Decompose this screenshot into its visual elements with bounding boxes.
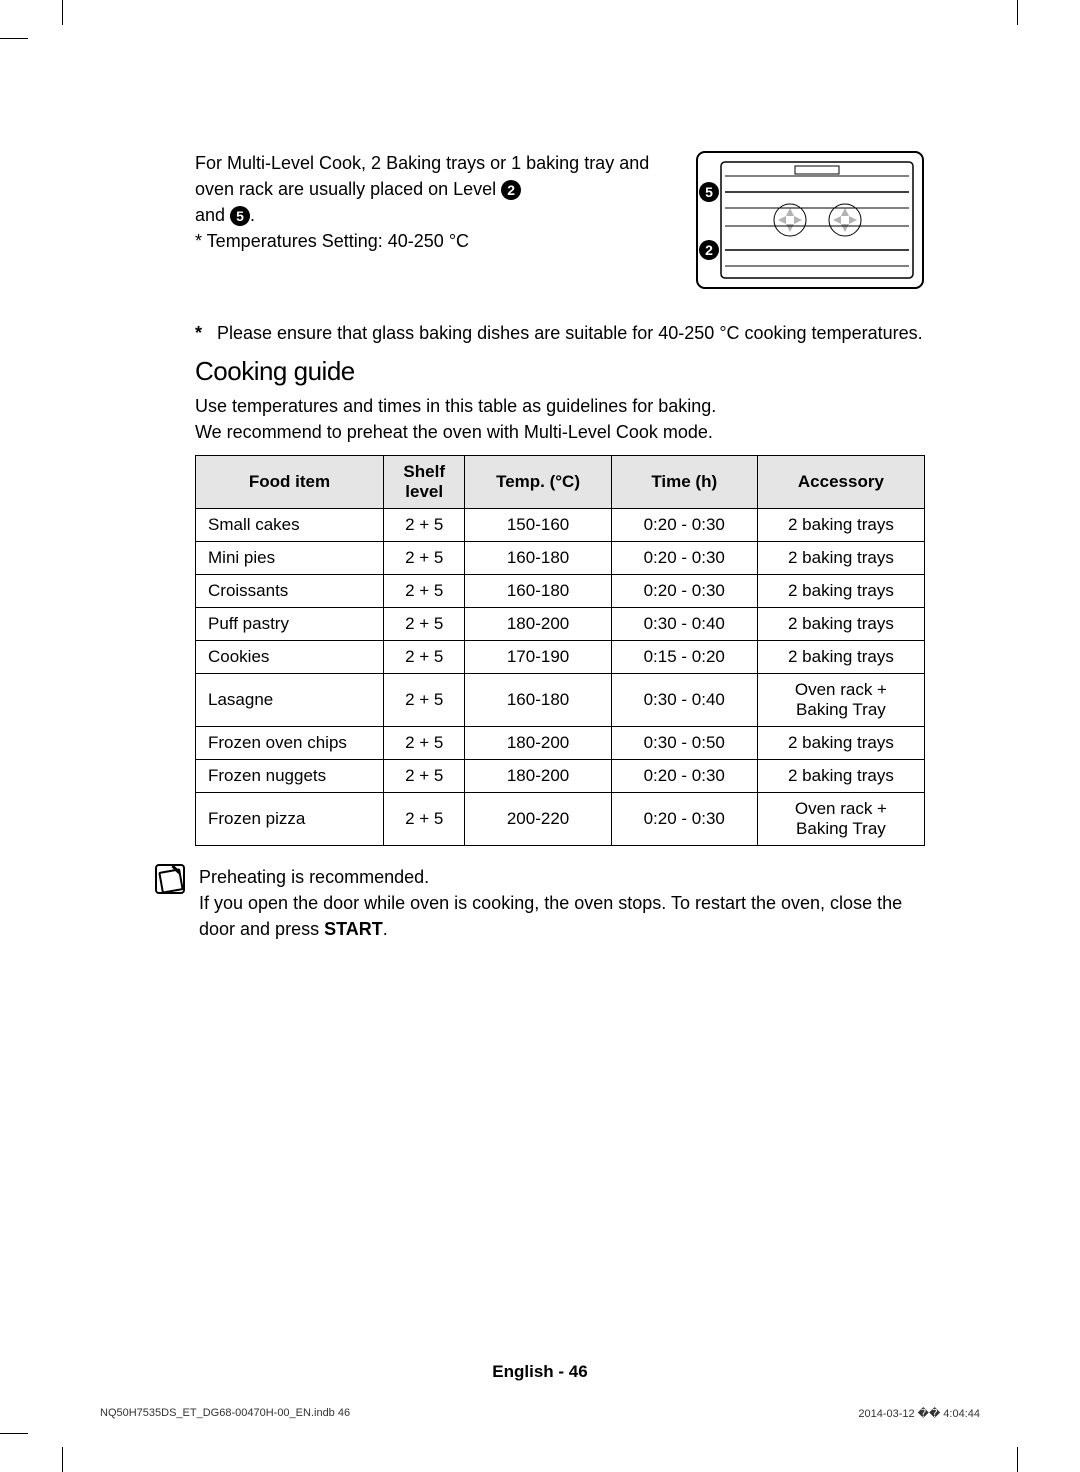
cell-shelf: 2 + 5 bbox=[383, 641, 464, 674]
cooking-guide-body: Use temperatures and times in this table… bbox=[195, 393, 925, 445]
level-5-badge: 5 bbox=[230, 206, 250, 226]
table-row: Cookies2 + 5170-1900:15 - 0:202 baking t… bbox=[196, 641, 925, 674]
cell-temp: 160-180 bbox=[465, 674, 611, 727]
note-text: Preheating is recommended. If you open t… bbox=[199, 864, 925, 942]
table-row: Frozen oven chips2 + 5180-2000:30 - 0:50… bbox=[196, 727, 925, 760]
table-row: Small cakes2 + 5150-1600:20 - 0:302 baki… bbox=[196, 509, 925, 542]
cell-temp: 180-200 bbox=[465, 608, 611, 641]
body-line1: Use temperatures and times in this table… bbox=[195, 396, 716, 416]
cell-shelf: 2 + 5 bbox=[383, 727, 464, 760]
cell-food: Puff pastry bbox=[196, 608, 384, 641]
note-line2-prefix: If you open the door while oven is cooki… bbox=[199, 893, 902, 939]
cell-time: 0:20 - 0:30 bbox=[611, 509, 757, 542]
cell-food: Mini pies bbox=[196, 542, 384, 575]
table-row: Mini pies2 + 5160-1800:20 - 0:302 baking… bbox=[196, 542, 925, 575]
cell-temp: 180-200 bbox=[465, 727, 611, 760]
table-row: Frozen nuggets2 + 5180-2000:20 - 0:302 b… bbox=[196, 760, 925, 793]
cell-time: 0:30 - 0:50 bbox=[611, 727, 757, 760]
intro-after: . bbox=[250, 205, 255, 225]
cell-time: 0:20 - 0:30 bbox=[611, 793, 757, 846]
level-2-badge: 2 bbox=[501, 180, 521, 200]
th-time: Time (h) bbox=[611, 456, 757, 509]
table-row: Frozen pizza2 + 5200-2200:20 - 0:30Oven … bbox=[196, 793, 925, 846]
note-icon bbox=[155, 864, 185, 894]
timestamp: 2014-03-12 �� 4:04:44 bbox=[858, 1407, 980, 1420]
cell-time: 0:20 - 0:30 bbox=[611, 542, 757, 575]
file-ref: NQ50H7535DS_ET_DG68-00470H-00_EN.indb 46 bbox=[100, 1407, 350, 1420]
cell-shelf: 2 + 5 bbox=[383, 793, 464, 846]
intro-between: and bbox=[195, 205, 230, 225]
cell-accessory: 2 baking trays bbox=[757, 727, 924, 760]
intro-block: For Multi-Level Cook, 2 Baking trays or … bbox=[195, 150, 925, 290]
th-temp: Temp. (°C) bbox=[465, 456, 611, 509]
cell-food: Frozen nuggets bbox=[196, 760, 384, 793]
svg-text:2: 2 bbox=[705, 242, 713, 258]
cooking-guide-title: Cooking guide bbox=[195, 356, 925, 387]
intro-line1: For Multi-Level Cook, 2 Baking trays or … bbox=[195, 153, 579, 173]
cell-time: 0:30 - 0:40 bbox=[611, 608, 757, 641]
cell-accessory: Oven rack + Baking Tray bbox=[757, 793, 924, 846]
cell-accessory: 2 baking trays bbox=[757, 575, 924, 608]
cell-temp: 180-200 bbox=[465, 760, 611, 793]
cell-accessory: 2 baking trays bbox=[757, 509, 924, 542]
th-accessory: Accessory bbox=[757, 456, 924, 509]
note-line1: Preheating is recommended. bbox=[199, 867, 429, 887]
cooking-table: Food item Shelf level Temp. (°C) Time (h… bbox=[195, 455, 925, 846]
cell-time: 0:30 - 0:40 bbox=[611, 674, 757, 727]
cell-food: Frozen oven chips bbox=[196, 727, 384, 760]
th-shelf: Shelf level bbox=[383, 456, 464, 509]
cell-accessory: Oven rack + Baking Tray bbox=[757, 674, 924, 727]
cell-shelf: 2 + 5 bbox=[383, 608, 464, 641]
note-line2-suffix: . bbox=[383, 919, 388, 939]
temp-setting-note: * Temperatures Setting: 40-250 °C bbox=[195, 231, 469, 251]
cell-temp: 200-220 bbox=[465, 793, 611, 846]
cell-time: 0:20 - 0:30 bbox=[611, 575, 757, 608]
cell-food: Small cakes bbox=[196, 509, 384, 542]
cell-food: Frozen pizza bbox=[196, 793, 384, 846]
cell-time: 0:15 - 0:20 bbox=[611, 641, 757, 674]
cell-shelf: 2 + 5 bbox=[383, 542, 464, 575]
cell-accessory: 2 baking trays bbox=[757, 641, 924, 674]
th-food: Food item bbox=[196, 456, 384, 509]
glass-dish-note: * Please ensure that glass baking dishes… bbox=[195, 320, 925, 346]
cell-temp: 150-160 bbox=[465, 509, 611, 542]
oven-diagram: 5 2 bbox=[695, 150, 925, 290]
preheat-note: Preheating is recommended. If you open t… bbox=[155, 864, 925, 942]
cell-shelf: 2 + 5 bbox=[383, 760, 464, 793]
star-icon: * bbox=[195, 320, 209, 346]
cell-temp: 160-180 bbox=[465, 542, 611, 575]
cell-time: 0:20 - 0:30 bbox=[611, 760, 757, 793]
intro-text: For Multi-Level Cook, 2 Baking trays or … bbox=[195, 150, 675, 290]
cell-shelf: 2 + 5 bbox=[383, 509, 464, 542]
page-content: For Multi-Level Cook, 2 Baking trays or … bbox=[195, 150, 925, 943]
table-row: Lasagne2 + 5160-1800:30 - 0:40Oven rack … bbox=[196, 674, 925, 727]
body-line2: We recommend to preheat the oven with Mu… bbox=[195, 422, 713, 442]
cell-temp: 170-190 bbox=[465, 641, 611, 674]
cell-shelf: 2 + 5 bbox=[383, 575, 464, 608]
cell-accessory: 2 baking trays bbox=[757, 542, 924, 575]
table-row: Croissants2 + 5160-1800:20 - 0:302 bakin… bbox=[196, 575, 925, 608]
cell-shelf: 2 + 5 bbox=[383, 674, 464, 727]
cell-temp: 160-180 bbox=[465, 575, 611, 608]
table-row: Puff pastry2 + 5180-2000:30 - 0:402 baki… bbox=[196, 608, 925, 641]
svg-text:5: 5 bbox=[705, 184, 713, 200]
footer-meta: NQ50H7535DS_ET_DG68-00470H-00_EN.indb 46… bbox=[100, 1407, 980, 1420]
cell-food: Lasagne bbox=[196, 674, 384, 727]
cell-food: Croissants bbox=[196, 575, 384, 608]
cell-food: Cookies bbox=[196, 641, 384, 674]
star-note-text: Please ensure that glass baking dishes a… bbox=[217, 320, 923, 346]
cell-accessory: 2 baking trays bbox=[757, 760, 924, 793]
note-line2-bold: START bbox=[324, 919, 383, 939]
cell-accessory: 2 baking trays bbox=[757, 608, 924, 641]
page-footer: English - 46 bbox=[0, 1362, 1080, 1382]
